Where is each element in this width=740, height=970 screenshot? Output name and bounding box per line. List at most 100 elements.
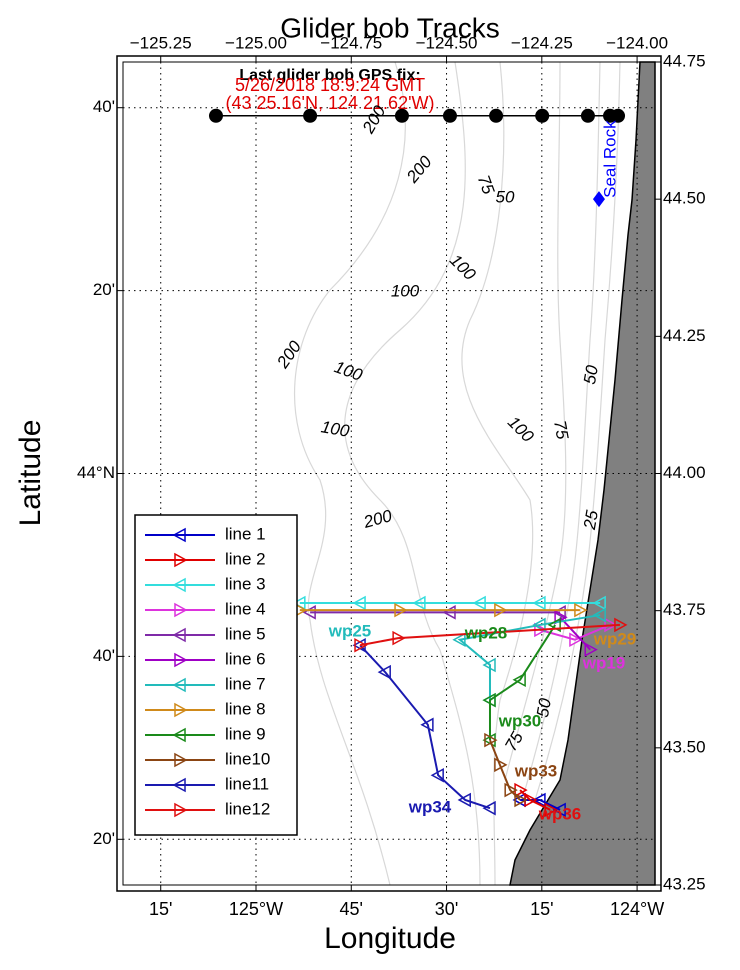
- contour-label: 50: [533, 696, 555, 718]
- track-marker: [532, 595, 546, 611]
- contour-label: 75: [550, 419, 572, 441]
- track-marker: [430, 768, 444, 783]
- legend-marker: [174, 702, 188, 718]
- track-marker: [592, 595, 606, 611]
- track: [359, 644, 491, 810]
- station: [489, 108, 504, 123]
- x-tick-label: −125.00: [225, 33, 287, 52]
- track-marker: [472, 595, 486, 611]
- y-tick-label: 20': [93, 280, 115, 299]
- track-marker: [532, 617, 546, 633]
- contour-label: 50: [496, 187, 515, 206]
- x-tick-label: 15': [530, 899, 553, 919]
- track-marker: [352, 595, 366, 611]
- legend-label: line 5: [225, 624, 266, 643]
- track: [539, 624, 611, 641]
- legend-marker: [172, 777, 186, 793]
- legend-label: line 8: [225, 699, 266, 718]
- legend-label: line10: [225, 749, 270, 768]
- y-tick-label: 43.25: [663, 874, 706, 893]
- track-marker: [484, 732, 498, 748]
- track-marker: [512, 672, 526, 688]
- contour-line: [344, 61, 481, 886]
- legend-marker: [172, 677, 186, 693]
- track-marker: [584, 642, 598, 657]
- waypoint-label: wp36: [538, 804, 582, 823]
- track-marker: [420, 717, 434, 733]
- track: [488, 624, 556, 741]
- y-tick-label: 44.25: [663, 326, 706, 345]
- track-marker: [614, 617, 628, 633]
- legend-label: line 2: [225, 549, 266, 568]
- legend-marker: [172, 627, 186, 643]
- place-label: Seal Rock: [600, 120, 619, 198]
- x-tick-label: 15': [149, 899, 172, 919]
- legend-marker: [174, 552, 188, 568]
- track-marker: [494, 757, 508, 773]
- y-tick-label: 20': [93, 829, 115, 848]
- legend-label: line12: [225, 799, 270, 818]
- x-tick-label: −124.75: [320, 33, 382, 52]
- legend-label: line 1: [225, 524, 266, 543]
- y-tick-label: 44.50: [663, 189, 706, 208]
- y-tick-label: 44.00: [663, 463, 706, 482]
- legend-label: line 9: [225, 724, 266, 743]
- y-axis-label: Latitude: [14, 420, 47, 527]
- track-marker: [514, 792, 528, 808]
- track-marker: [532, 792, 546, 808]
- track-marker: [412, 595, 426, 611]
- track-marker: [452, 632, 466, 648]
- track-marker: [482, 692, 496, 708]
- legend-box: [134, 514, 298, 836]
- x-tick-label: −124.00: [606, 33, 668, 52]
- contour-line: [504, 61, 567, 781]
- contour-line: [534, 61, 621, 801]
- track-marker: [354, 637, 368, 653]
- waypoint-label: wp29: [593, 629, 637, 648]
- x-tick-label: 30': [435, 899, 458, 919]
- waypoint-label: wp25: [328, 621, 372, 640]
- legend-marker: [172, 727, 186, 743]
- track-marker: [569, 632, 583, 648]
- y-tick-label: 44.75: [663, 51, 706, 70]
- track-marker: [504, 782, 518, 798]
- track-marker: [544, 802, 558, 818]
- track-marker: [574, 602, 588, 618]
- waypoint-label: wp33: [514, 761, 558, 780]
- x-tick-label: −124.25: [511, 33, 573, 52]
- y-tick-label: 40': [93, 646, 115, 665]
- x-tick-label: 124°W: [610, 899, 664, 919]
- x-tick-label: 125°W: [229, 899, 283, 919]
- legend-label: line 3: [225, 574, 266, 593]
- contour-label: 50: [580, 363, 602, 385]
- fix-text: (43 25.16'N, 124 21.62'W): [226, 93, 435, 113]
- legend-label: line 4: [225, 599, 266, 618]
- station: [394, 108, 409, 123]
- chart-title: Glider bob Tracks: [280, 12, 499, 43]
- legend-label: line11: [225, 774, 269, 793]
- track-marker: [392, 630, 406, 646]
- x-axis-label: Longitude: [324, 922, 456, 955]
- track-marker: [377, 664, 391, 680]
- station: [535, 108, 550, 123]
- legend-label: line 7: [225, 674, 266, 693]
- contour-label: 25: [580, 508, 602, 531]
- x-tick-label: −125.25: [130, 33, 192, 52]
- station: [611, 108, 626, 123]
- station: [208, 108, 223, 123]
- x-tick-label: −124.50: [416, 33, 478, 52]
- waypoint-label: wp30: [498, 711, 542, 730]
- y-tick-label: 43.50: [663, 737, 706, 756]
- station: [303, 108, 318, 123]
- legend-marker: [174, 802, 188, 818]
- track-marker: [457, 792, 471, 808]
- contour-line: [294, 61, 406, 886]
- legend-marker: [172, 527, 186, 543]
- legend-marker: [172, 577, 186, 593]
- track-marker: [494, 602, 508, 618]
- station: [580, 108, 595, 123]
- legend-marker: [174, 602, 188, 618]
- y-tick-label: 44°N: [77, 463, 115, 482]
- track-marker: [394, 602, 408, 618]
